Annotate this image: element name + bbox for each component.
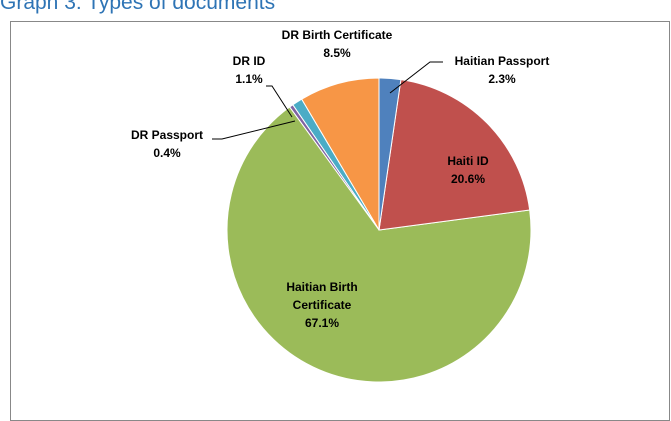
value-label: 67.1% (304, 316, 340, 330)
chart-title: Graph 3: Types of documents (0, 0, 276, 14)
category-label: Haitian Birth Certificate (286, 280, 358, 312)
slice-label: Haitian Passport 2.3% (445, 52, 560, 88)
category-label: Haiti ID (447, 154, 489, 168)
leader-line (266, 85, 293, 118)
slice-label: DR Birth Certificate 8.5% (267, 26, 407, 62)
pie-slice (378, 79, 531, 231)
pie-slice (226, 106, 532, 383)
leader-lines (212, 61, 443, 140)
leader-line (212, 120, 296, 140)
category-label: DR ID (232, 54, 266, 68)
value-label: 2.3% (488, 72, 516, 86)
chart (212, 61, 532, 383)
category-label: DR Birth Certificate (281, 28, 393, 42)
slice-label: Haiti ID 20.6% (428, 152, 508, 188)
pie-slice (378, 77, 402, 231)
category-label: DR Passport (130, 128, 204, 142)
category-label: Haitian Passport (454, 54, 550, 68)
value-label: 20.6% (450, 172, 486, 186)
slice-label: DR Passport 0.4% (117, 126, 217, 162)
leader-line (389, 61, 443, 94)
value-label: 0.4% (153, 146, 181, 160)
slice-label: Haitian Birth Certificate 67.1% (267, 278, 377, 332)
value-label: 1.1% (235, 72, 263, 86)
slice-label: DR ID 1.1% (219, 52, 279, 88)
value-label: 8.5% (323, 46, 351, 60)
